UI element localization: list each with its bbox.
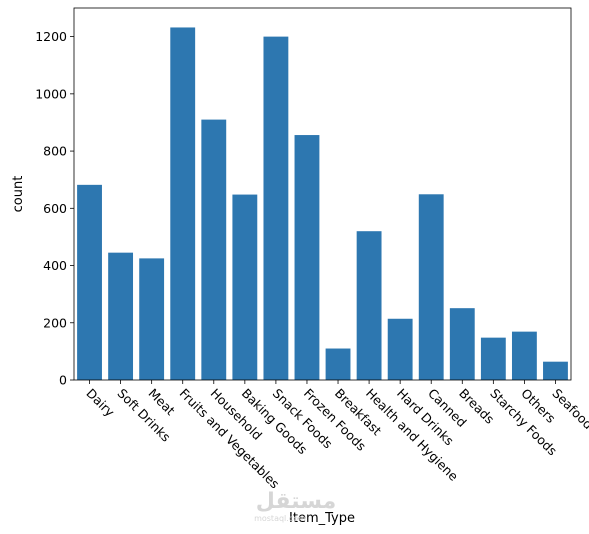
bar-others xyxy=(511,331,537,380)
y-tick-label: 400 xyxy=(43,258,67,273)
bar-frozen-foods xyxy=(294,135,320,380)
y-tick-label: 800 xyxy=(43,144,67,159)
bars-group xyxy=(77,27,568,380)
bar-dairy xyxy=(77,184,102,380)
bar-canned xyxy=(418,194,444,380)
bar-breads xyxy=(449,308,475,380)
y-tick-label: 0 xyxy=(59,373,67,388)
bar-fruits-and-vegetables xyxy=(170,27,196,380)
plot-frame xyxy=(73,7,572,381)
watermark: مستقل mostaql.com xyxy=(254,489,336,523)
y-tick-label: 600 xyxy=(43,201,67,216)
x-tick-label: Dairy xyxy=(83,386,118,421)
bar-soft-drinks xyxy=(108,252,134,380)
bar-snack-foods xyxy=(263,36,289,380)
watermark-subtext: mostaql.com xyxy=(254,514,306,523)
bar-baking-goods xyxy=(232,194,258,380)
y-tick-label: 1000 xyxy=(35,86,67,101)
bar-household xyxy=(201,119,227,380)
y-tick-label: 1200 xyxy=(35,29,67,44)
bar-health-and-hygiene xyxy=(356,231,382,380)
bar-starchy-foods xyxy=(480,337,506,380)
bar-seafood xyxy=(543,361,568,380)
y-tick-label: 200 xyxy=(43,315,67,330)
y-axis-ticks: 0 200 400 600 800 1000 1200 xyxy=(35,29,74,388)
bar-meat xyxy=(139,258,165,380)
bar-breakfast xyxy=(325,348,351,380)
x-tick-label: Seafood xyxy=(549,386,589,433)
watermark-logo-text: مستقل xyxy=(256,489,336,514)
y-axis-label: count xyxy=(11,176,26,213)
bar-hard-drinks xyxy=(387,318,413,380)
x-axis-label: Item_Type xyxy=(289,511,355,526)
